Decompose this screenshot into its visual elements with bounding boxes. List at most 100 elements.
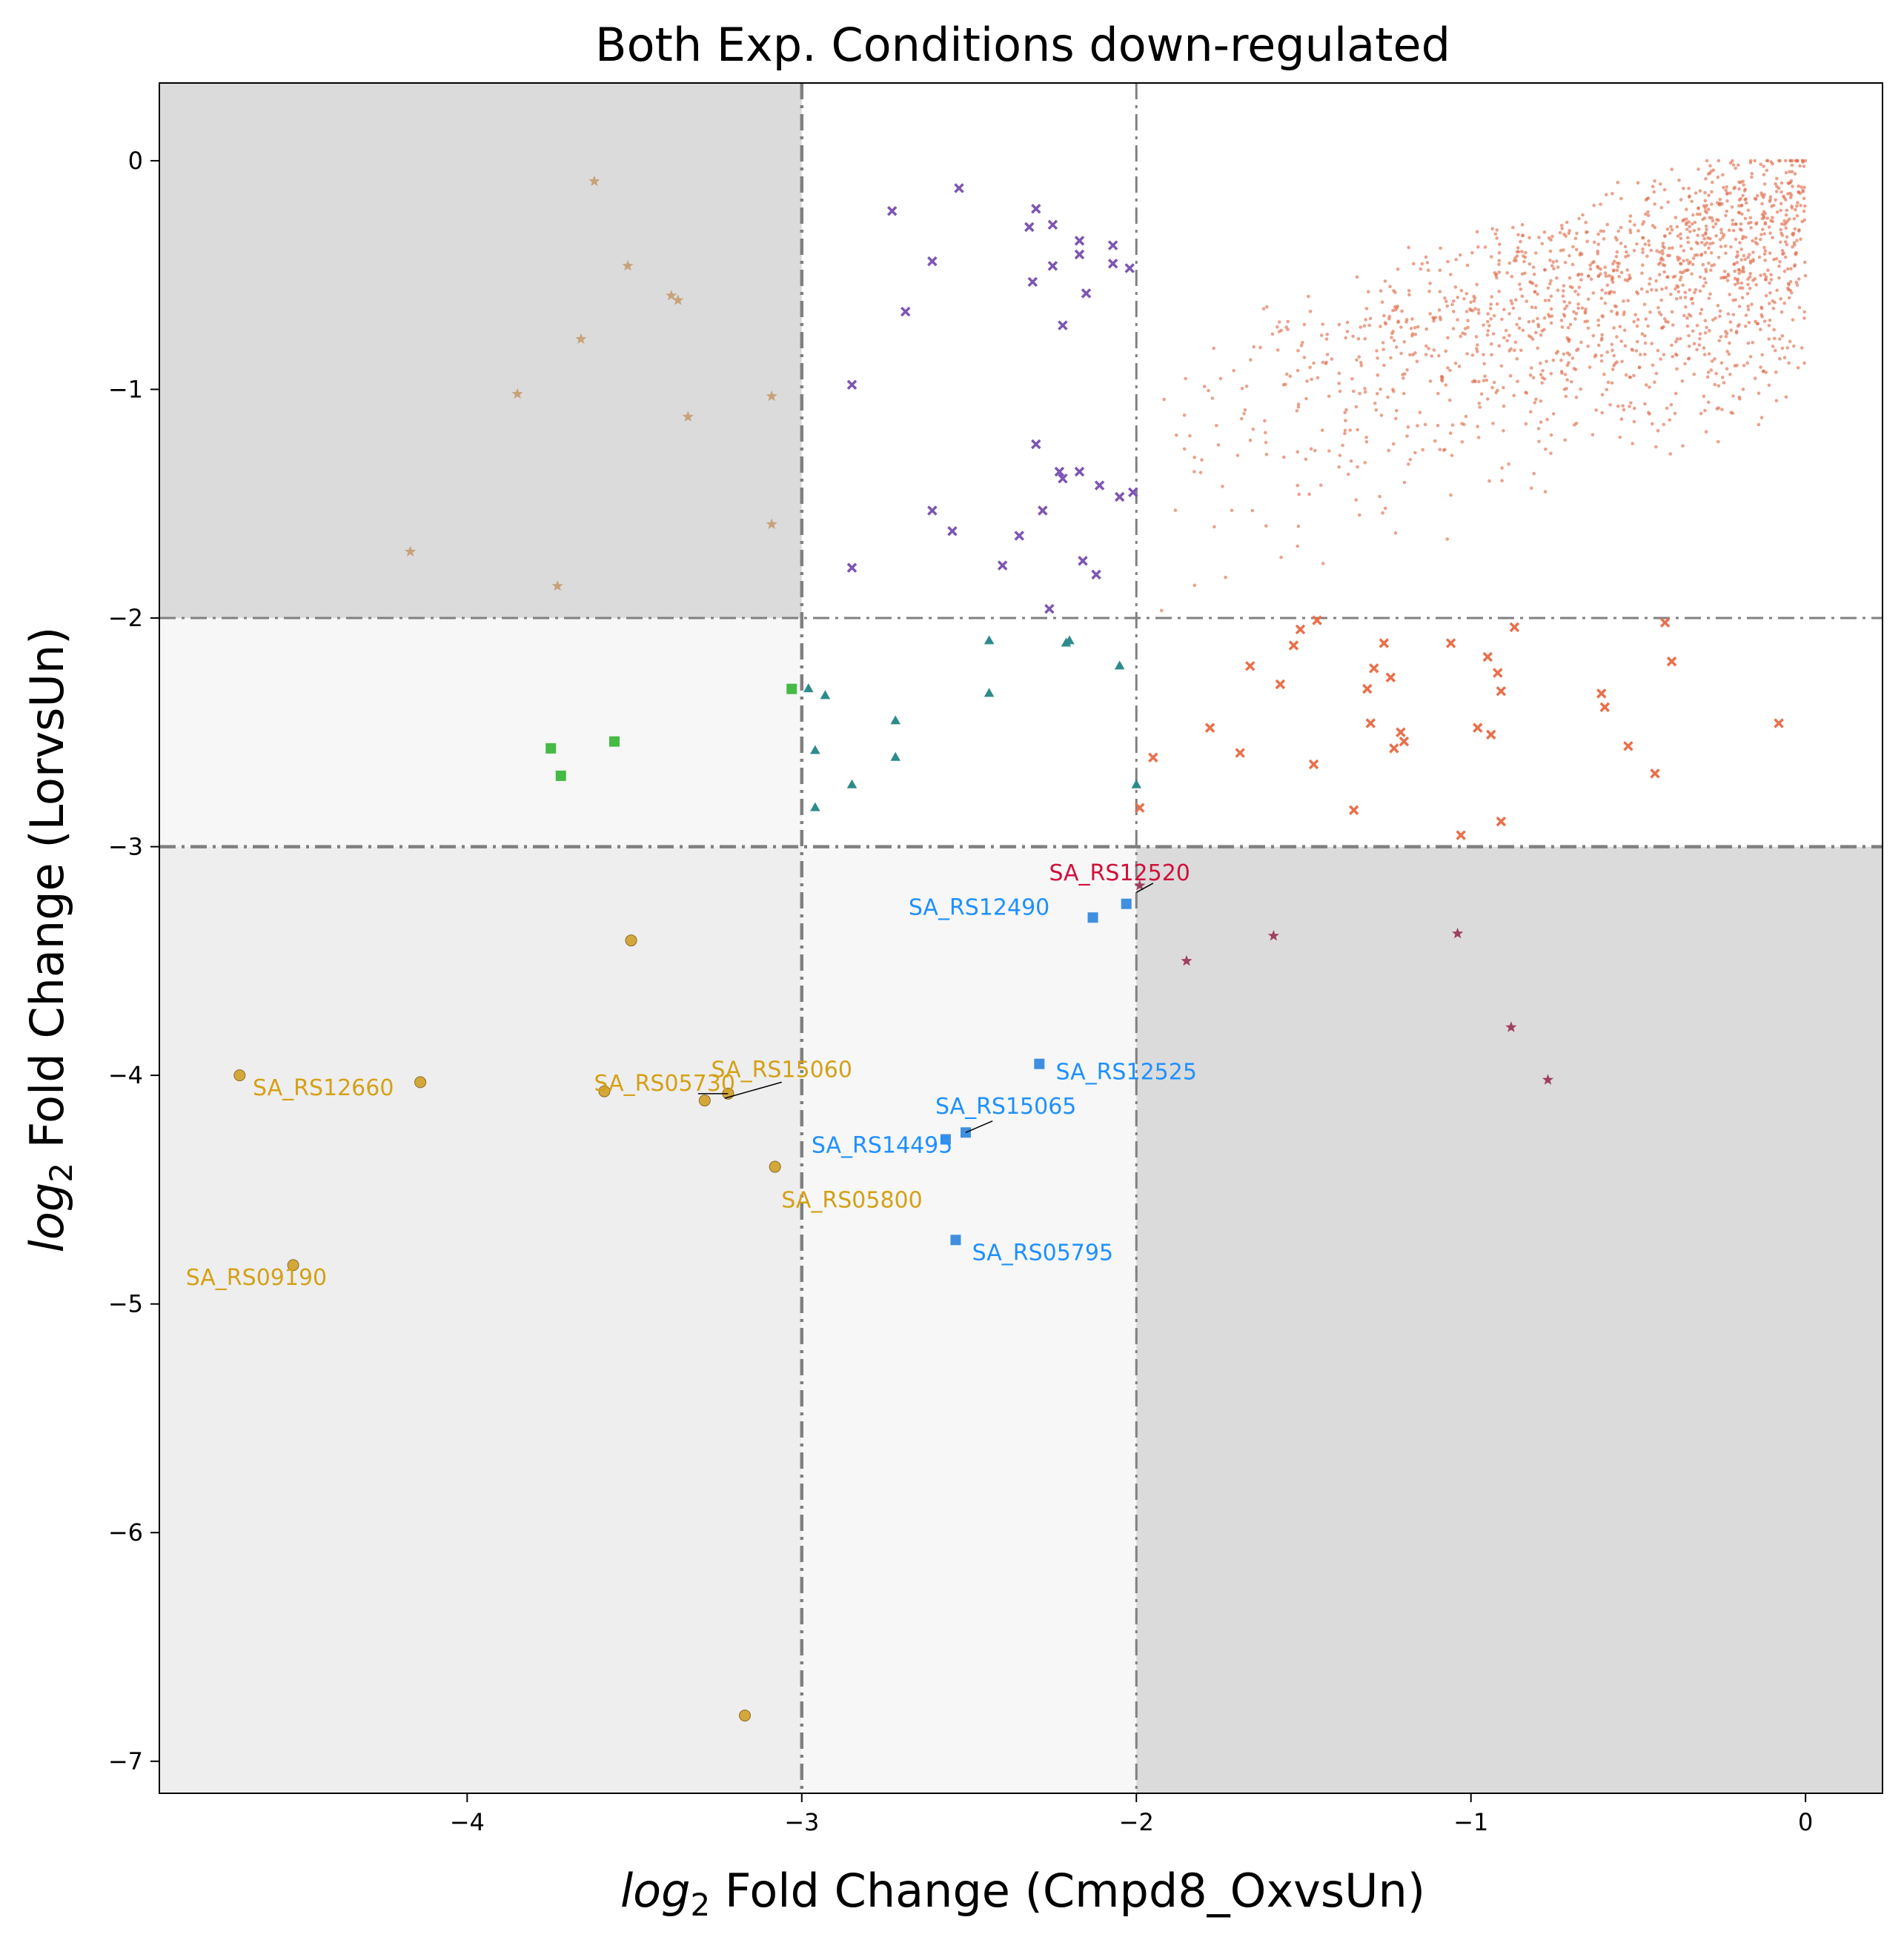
- cloud-point: [1337, 322, 1341, 327]
- cloud-point: [1675, 353, 1679, 357]
- cloud-point: [1798, 164, 1802, 168]
- cloud-point: [1620, 359, 1624, 364]
- cloud-point: [1573, 236, 1578, 241]
- cloud-point: [1791, 318, 1795, 322]
- cloud-point: [1710, 202, 1714, 206]
- cloud-point: [1445, 304, 1450, 308]
- cloud-point: [1771, 216, 1774, 219]
- cloud-point: [1210, 396, 1215, 400]
- cloud-point: [1685, 258, 1689, 262]
- cloud-point: [1586, 345, 1590, 348]
- cloud-point: [1390, 336, 1393, 339]
- cloud-point: [1543, 490, 1548, 494]
- cloud-point: [1343, 411, 1347, 415]
- cloud-point: [1502, 385, 1505, 390]
- cloud-point: [1470, 353, 1475, 357]
- cloud-point: [1688, 194, 1691, 199]
- cloud-point: [1674, 339, 1678, 344]
- cloud-point: [1281, 455, 1286, 459]
- cloud-point: [1681, 444, 1685, 448]
- cloud-point: [1698, 332, 1702, 336]
- region-bottom-right: [1136, 846, 1883, 1793]
- cloud-point: [1663, 234, 1667, 239]
- cloud-point: [1791, 233, 1795, 237]
- cloud-point: [1349, 459, 1353, 463]
- cloud-point: [1746, 304, 1750, 308]
- cloud-point: [1786, 192, 1790, 196]
- region-bottom-middle: [801, 846, 1137, 1793]
- cloud-point: [1448, 368, 1452, 373]
- cloud-point: [1724, 334, 1728, 339]
- cloud-point: [1767, 324, 1771, 328]
- cloud-point: [1759, 191, 1763, 195]
- cloud-point: [1556, 265, 1560, 269]
- cloud-point: [1574, 248, 1579, 252]
- cloud-point: [1632, 248, 1636, 253]
- cloud-point: [1662, 353, 1666, 356]
- cloud-point: [1793, 172, 1797, 176]
- cloud-point: [1173, 508, 1178, 512]
- cloud-point: [1611, 368, 1615, 371]
- cloud-point: [1645, 197, 1649, 201]
- region-top-left: [159, 83, 802, 619]
- cloud-point: [1232, 368, 1235, 373]
- cloud-point: [1612, 290, 1616, 294]
- cloud-point: [1565, 220, 1569, 225]
- cloud-point: [1673, 411, 1677, 416]
- cloud-point: [1762, 173, 1766, 177]
- cloud-point: [1363, 387, 1367, 391]
- cloud-point: [1685, 222, 1688, 227]
- cloud-point: [1532, 471, 1536, 476]
- cloud-point: [1682, 218, 1686, 222]
- cloud-point: [1691, 329, 1695, 333]
- cloud-point: [1789, 267, 1793, 271]
- cloud-point: [1325, 333, 1329, 336]
- cloud-point: [1568, 229, 1571, 233]
- point-star: [766, 518, 777, 529]
- cloud-point: [1745, 201, 1748, 205]
- cloud-point: [1774, 190, 1779, 193]
- cloud-point: [1707, 296, 1711, 300]
- cloud-point: [1710, 190, 1714, 194]
- cloud-point: [1610, 381, 1614, 385]
- point-x: [846, 379, 858, 391]
- cloud-point: [1646, 213, 1651, 218]
- cloud-point: [1599, 353, 1604, 358]
- cloud-point: [1733, 269, 1737, 273]
- cloud-point: [1607, 273, 1611, 278]
- cloud-point: [1465, 352, 1469, 356]
- cloud-point: [1724, 251, 1728, 256]
- cloud-point: [1711, 318, 1715, 322]
- cloud-point: [1592, 203, 1596, 207]
- point-x: [1445, 638, 1456, 648]
- cloud-point: [1731, 228, 1736, 233]
- cloud-point: [1356, 336, 1361, 341]
- cloud-point: [1551, 260, 1555, 264]
- cloud-point: [1522, 254, 1525, 258]
- y-tick-label: −7: [108, 1747, 143, 1775]
- cloud-point: [1788, 279, 1793, 284]
- cloud-point: [1688, 230, 1692, 233]
- cloud-point: [1510, 302, 1514, 306]
- cloud-point: [1433, 439, 1437, 443]
- cloud-point: [1801, 190, 1805, 193]
- cloud-point: [1745, 361, 1750, 365]
- cloud-point: [1358, 513, 1361, 517]
- point-circle: [769, 1160, 781, 1173]
- cloud-point: [1704, 268, 1708, 271]
- cloud-point: [1675, 367, 1679, 371]
- cloud-point: [1367, 323, 1371, 328]
- cloud-point: [1734, 237, 1738, 242]
- cloud-point: [1593, 353, 1598, 357]
- cloud-point: [1742, 364, 1746, 368]
- cloud-point: [1482, 362, 1486, 366]
- cloud-point: [1701, 262, 1705, 267]
- cloud-point: [1534, 397, 1538, 402]
- cloud-point: [1387, 317, 1391, 321]
- cloud-point: [1785, 267, 1790, 271]
- annotation-connector: [1135, 883, 1154, 893]
- cloud-point: [1596, 343, 1601, 348]
- cloud-point: [1605, 350, 1609, 354]
- cloud-point: [1579, 387, 1582, 391]
- cloud-point: [1541, 376, 1545, 380]
